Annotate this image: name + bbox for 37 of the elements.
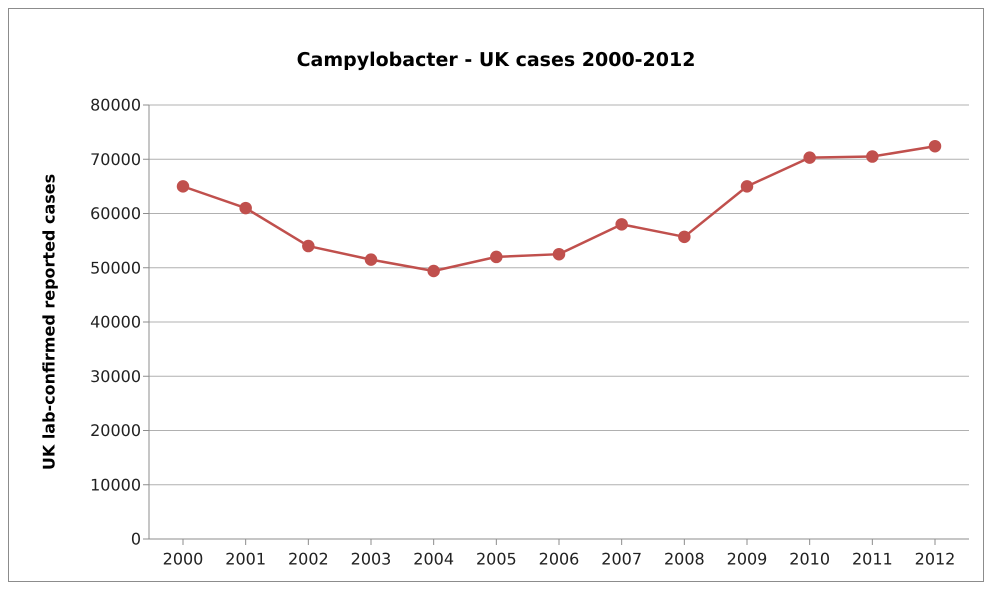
x-tick-label: 2011: [852, 549, 893, 568]
x-tick-label: 2000: [162, 549, 204, 568]
x-tick-label: 2012: [914, 549, 956, 568]
chart-title: Campylobacter - UK cases 2000-2012: [296, 48, 696, 73]
x-tick-label: 2009: [726, 549, 768, 568]
x-tick-label: 2008: [664, 549, 705, 568]
y-tick-label: 60000: [90, 204, 141, 224]
point: [176, 180, 190, 193]
x-tick-label: 2003: [350, 549, 392, 568]
y-tick-label: 10000: [90, 475, 141, 494]
y-tick-label: 80000: [90, 96, 141, 115]
x-tick-label: 2010: [789, 549, 830, 568]
y-axis-title: UK lab-confirmed reported cases: [40, 174, 59, 470]
point: [866, 150, 879, 163]
point: [928, 140, 942, 152]
y-tick-label: 50000: [90, 258, 141, 278]
point: [803, 151, 816, 164]
y-tick-label: 40000: [90, 312, 141, 332]
y-tick-label: 20000: [90, 421, 141, 440]
x-tick-label: 2006: [538, 549, 580, 568]
point: [740, 180, 754, 193]
point: [364, 253, 378, 266]
x-tick-label: 2002: [288, 549, 329, 568]
point: [615, 218, 628, 231]
y-tick-label: 30000: [90, 366, 141, 386]
x-tick-label: 2004: [413, 549, 454, 568]
point: [678, 230, 691, 244]
point: [239, 202, 252, 214]
point: [302, 240, 315, 252]
x-tick-label: 2005: [476, 549, 517, 568]
y-tick-label: 0: [130, 530, 141, 549]
point: [552, 248, 566, 260]
x-tick-label: 2001: [225, 549, 266, 568]
point: [490, 250, 503, 264]
x-tick-label: 2007: [601, 549, 642, 568]
point: [427, 264, 440, 278]
y-tick-label: 70000: [90, 150, 141, 169]
